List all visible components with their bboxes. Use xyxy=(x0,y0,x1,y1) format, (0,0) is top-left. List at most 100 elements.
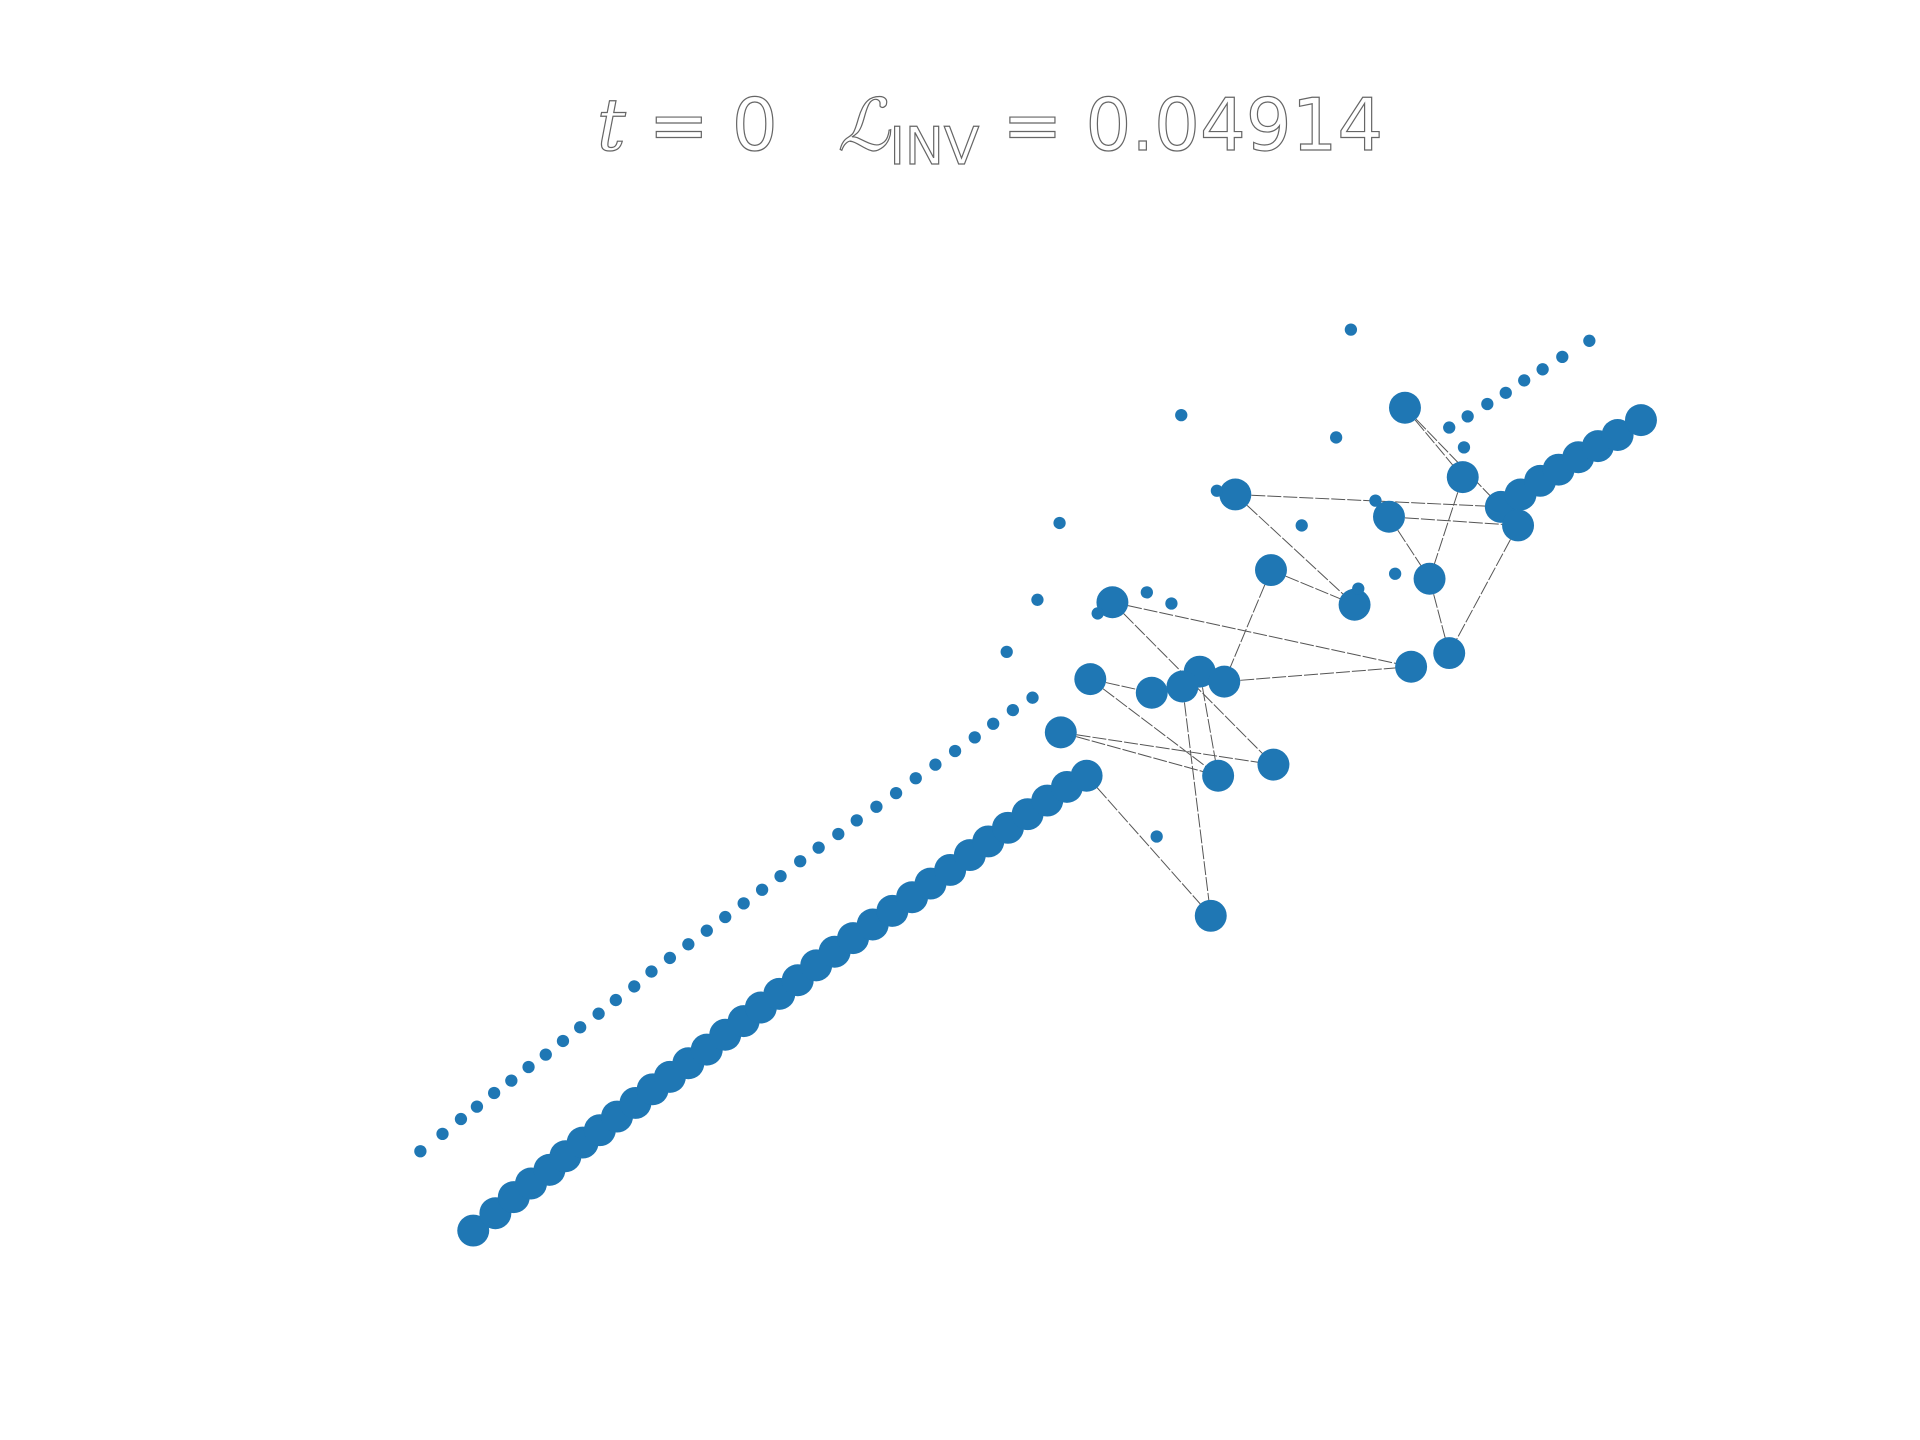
point xyxy=(592,1007,605,1020)
edge xyxy=(1223,569,1272,682)
point xyxy=(1502,509,1535,542)
edge xyxy=(1404,407,1502,508)
point xyxy=(436,1127,449,1141)
chart-title: t = 0 ℒINV = 0.04914 xyxy=(597,83,1383,177)
point xyxy=(609,993,622,1007)
point xyxy=(909,772,922,785)
point xyxy=(1096,586,1129,619)
point xyxy=(1461,410,1474,423)
point xyxy=(700,924,713,937)
point xyxy=(737,897,750,910)
point xyxy=(1202,759,1235,792)
title-part: t xyxy=(597,83,627,167)
point xyxy=(1443,421,1456,434)
edge xyxy=(1235,493,1501,508)
point xyxy=(682,938,695,951)
edge xyxy=(1060,731,1274,766)
point xyxy=(850,814,863,827)
point xyxy=(1329,431,1343,444)
point xyxy=(1388,567,1402,580)
edge xyxy=(1224,666,1412,683)
edge xyxy=(1060,731,1219,777)
edge xyxy=(1199,671,1219,776)
edge xyxy=(1086,775,1212,917)
point xyxy=(1165,597,1178,610)
point xyxy=(948,744,962,758)
point xyxy=(1518,374,1531,387)
title-part: INV xyxy=(890,117,980,177)
point xyxy=(1257,748,1290,781)
point xyxy=(870,800,883,813)
point xyxy=(1140,586,1153,599)
point xyxy=(457,1214,490,1247)
point xyxy=(794,855,807,868)
point xyxy=(1219,478,1252,511)
point xyxy=(539,1048,552,1061)
point xyxy=(663,951,677,965)
point xyxy=(1556,350,1569,364)
edge xyxy=(1448,525,1519,654)
point xyxy=(574,1021,587,1034)
point xyxy=(628,980,641,993)
edge xyxy=(1089,678,1219,777)
point xyxy=(755,883,769,896)
point xyxy=(454,1112,468,1126)
point xyxy=(487,1086,501,1100)
title-part: = 0 xyxy=(626,83,778,167)
point xyxy=(968,731,981,744)
point xyxy=(1395,650,1428,683)
point xyxy=(774,869,787,883)
edge xyxy=(1234,494,1355,606)
point xyxy=(1210,484,1224,497)
point xyxy=(1446,461,1479,494)
point xyxy=(1536,363,1549,376)
title-part: ℒ xyxy=(838,83,892,167)
point xyxy=(1255,554,1287,587)
edge xyxy=(1388,516,1519,526)
point xyxy=(1000,645,1013,658)
point xyxy=(1369,494,1382,507)
point xyxy=(1338,588,1371,621)
point xyxy=(645,965,658,978)
point xyxy=(832,827,845,841)
edge xyxy=(1181,686,1212,916)
point xyxy=(812,841,825,854)
point xyxy=(719,910,732,924)
point xyxy=(1601,418,1634,451)
point xyxy=(470,1100,484,1113)
point xyxy=(1481,397,1494,411)
edge xyxy=(1112,601,1412,668)
point xyxy=(556,1034,570,1048)
point xyxy=(505,1074,518,1087)
point xyxy=(889,786,903,800)
point xyxy=(1091,607,1104,620)
point xyxy=(1070,759,1103,792)
point xyxy=(1388,391,1421,424)
point xyxy=(1433,637,1466,670)
point xyxy=(1352,582,1365,595)
point xyxy=(1135,676,1168,709)
point xyxy=(522,1060,535,1074)
point xyxy=(1208,665,1241,698)
point xyxy=(1499,386,1512,399)
point xyxy=(1413,562,1446,595)
point xyxy=(1583,334,1596,347)
point xyxy=(1044,716,1077,749)
point xyxy=(1295,519,1308,532)
point xyxy=(1194,899,1227,932)
edge xyxy=(1429,476,1464,579)
point xyxy=(1053,516,1066,530)
point xyxy=(1150,830,1163,843)
point xyxy=(1457,441,1471,454)
point xyxy=(1344,323,1358,336)
point xyxy=(929,758,942,771)
point xyxy=(1175,409,1188,422)
point xyxy=(987,717,1000,730)
point xyxy=(1074,663,1107,696)
point xyxy=(1006,703,1020,717)
point xyxy=(1026,691,1039,704)
title-part: = 0.04914 xyxy=(979,83,1383,167)
point xyxy=(414,1145,427,1158)
point xyxy=(1624,404,1657,437)
